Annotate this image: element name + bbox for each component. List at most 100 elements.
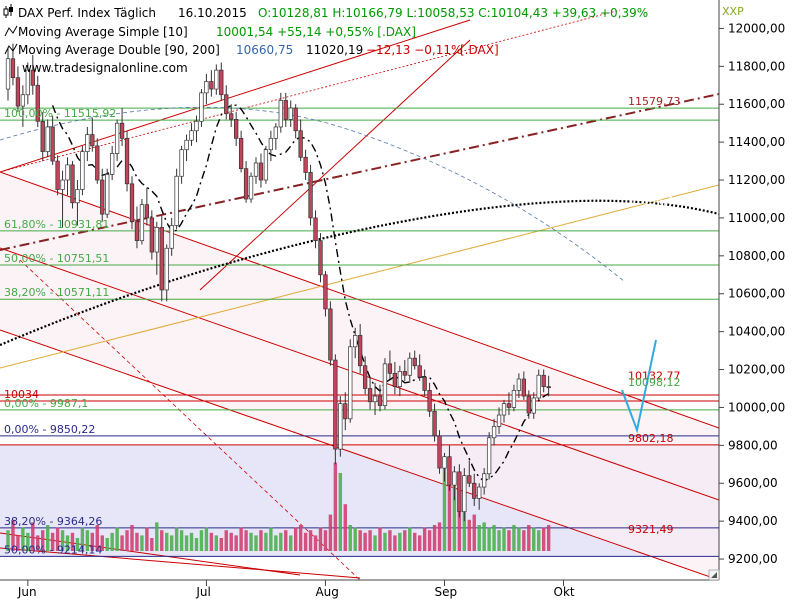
candle-down <box>377 395 383 406</box>
candle-up <box>273 126 278 139</box>
volume-bar <box>452 480 457 551</box>
volume-bar <box>437 522 442 551</box>
candle-up <box>80 151 85 190</box>
volume-bar <box>239 527 243 551</box>
volume-bar <box>422 527 427 551</box>
candle-down <box>432 410 437 437</box>
channel-line <box>0 171 719 429</box>
candle-down <box>358 335 363 367</box>
volume-bar <box>229 532 233 551</box>
candles <box>5 43 551 522</box>
y-tick-label: 9800,00 <box>728 438 778 452</box>
y-tick-label: 10600,00 <box>728 287 785 301</box>
volume-bar <box>462 512 467 551</box>
candle-up <box>536 374 541 399</box>
x-tick-label: Sep <box>434 585 457 599</box>
level-label: 10098,12 <box>628 376 681 389</box>
header-date: 16.10.2015 <box>178 6 247 20</box>
candle-down <box>303 156 308 173</box>
volume-bar <box>219 538 223 551</box>
candle-up <box>477 486 482 499</box>
candle-up <box>407 357 412 376</box>
candle-up <box>501 403 507 416</box>
volume-bar <box>224 530 228 551</box>
y-tick-label: 11200,00 <box>728 173 785 187</box>
legend-line-1: DAX Perf. Index Täglich 16.10.2015 O:101… <box>3 4 648 20</box>
candle-up <box>382 363 388 406</box>
volume-bar <box>160 530 164 551</box>
volume-bar <box>487 527 491 551</box>
candle-up <box>486 437 492 475</box>
channel-fill <box>0 172 719 580</box>
dashdot-trend-line <box>0 93 719 251</box>
resize-grip[interactable] <box>708 569 720 581</box>
ma-simple-value: 10001,54 +55,14 +0,55% [.DAX] <box>216 25 416 39</box>
volume-bar <box>343 504 347 551</box>
volume-bar <box>165 532 169 551</box>
fan-dotted-line <box>0 9 621 173</box>
volume-bar <box>100 535 104 551</box>
candle-up <box>194 120 199 132</box>
x-tick-label: Okt <box>554 585 575 599</box>
volume-bar <box>284 530 288 551</box>
candle-down <box>333 359 338 450</box>
candle-down <box>90 134 95 147</box>
volume-bar <box>80 527 85 551</box>
candle-down <box>119 122 125 139</box>
candle-up <box>511 390 517 408</box>
volume-bar <box>249 532 253 551</box>
candle-up <box>85 134 90 152</box>
x-tick-label: Aug <box>315 585 338 599</box>
candle-up <box>452 471 457 486</box>
volume-bar <box>338 473 343 551</box>
y-tick-label: 10400,00 <box>728 325 785 339</box>
candle-up <box>442 456 447 469</box>
candle-up <box>496 414 502 427</box>
ma-double-value-2: 11020,19 <box>306 43 363 57</box>
volume-bar <box>427 530 432 551</box>
candle-up <box>278 100 283 128</box>
candle-down <box>144 204 150 219</box>
volume-bar <box>303 532 308 551</box>
watermark: www.tradesignalonline.com <box>22 61 188 75</box>
support-zone <box>0 172 719 580</box>
instrument-name: DAX Perf. Index Täglich <box>18 6 156 20</box>
volume-bar <box>293 527 298 551</box>
volume-bar <box>209 532 214 551</box>
ma-double-value-1: 10660,75 <box>236 43 293 57</box>
candle-down <box>447 456 452 486</box>
volume-bar <box>254 535 258 551</box>
candle-down <box>521 378 526 397</box>
volume-bar <box>298 525 303 551</box>
volume-bar <box>403 530 407 551</box>
candle-up <box>353 335 358 348</box>
y-tick-label: 10200,00 <box>728 363 785 377</box>
candle-down <box>209 81 214 90</box>
volume-bar <box>75 538 80 551</box>
candle-up <box>531 397 536 414</box>
candle-down <box>313 217 318 242</box>
volume-bar <box>393 535 397 551</box>
candle-up <box>174 175 179 226</box>
volume-bar <box>546 525 551 551</box>
candle-up <box>5 58 11 90</box>
level-label: 38,20% - 9364,26 <box>4 515 102 528</box>
candle-down <box>387 363 393 374</box>
volume-bar <box>348 525 352 551</box>
ohlc-values: O:10128,81 H:10166,79 L:10058,53 C:10104… <box>258 6 648 20</box>
volume-bar <box>467 519 471 551</box>
volume-bar <box>274 535 278 551</box>
volume-bar <box>130 525 134 551</box>
candle-up <box>164 247 169 291</box>
candle-up <box>139 204 145 242</box>
candle-up <box>189 130 194 141</box>
volume-bar <box>408 527 412 551</box>
volume-bar <box>120 535 124 551</box>
candle-down <box>328 308 333 361</box>
legend: DAX Perf. Index Täglich 16.10.2015 O:101… <box>3 4 648 75</box>
volume-bar <box>517 527 521 551</box>
volume-bar <box>482 522 486 551</box>
volume-bar <box>373 535 377 551</box>
volume-bar <box>328 514 333 551</box>
candle-down <box>129 183 135 223</box>
